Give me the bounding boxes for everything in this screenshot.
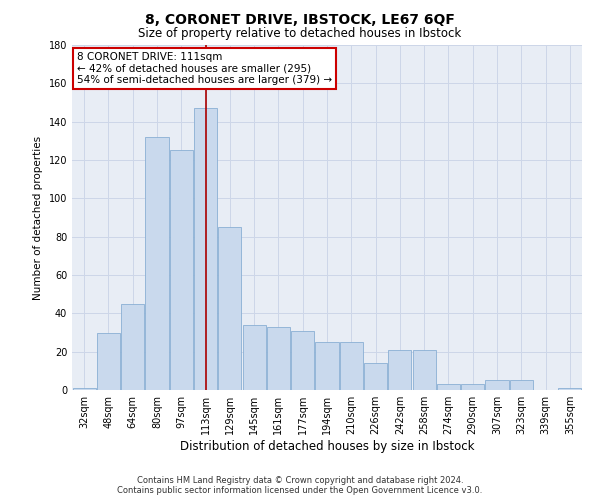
Text: 8, CORONET DRIVE, IBSTOCK, LE67 6QF: 8, CORONET DRIVE, IBSTOCK, LE67 6QF <box>145 12 455 26</box>
Bar <box>97 332 120 390</box>
Bar <box>218 227 241 390</box>
Bar <box>364 363 387 390</box>
Y-axis label: Number of detached properties: Number of detached properties <box>33 136 43 300</box>
Bar <box>291 330 314 390</box>
Bar <box>485 380 509 390</box>
Bar <box>194 108 217 390</box>
Bar <box>510 380 533 390</box>
Text: Contains HM Land Registry data © Crown copyright and database right 2024.: Contains HM Land Registry data © Crown c… <box>137 476 463 485</box>
Bar <box>170 150 193 390</box>
Bar <box>73 388 95 390</box>
Bar <box>145 137 169 390</box>
Bar <box>413 350 436 390</box>
Bar <box>388 350 412 390</box>
Text: Size of property relative to detached houses in Ibstock: Size of property relative to detached ho… <box>139 28 461 40</box>
Bar <box>121 304 144 390</box>
Text: 8 CORONET DRIVE: 111sqm
← 42% of detached houses are smaller (295)
54% of semi-d: 8 CORONET DRIVE: 111sqm ← 42% of detache… <box>77 52 332 85</box>
Bar <box>437 384 460 390</box>
X-axis label: Distribution of detached houses by size in Ibstock: Distribution of detached houses by size … <box>180 440 474 453</box>
Text: Contains public sector information licensed under the Open Government Licence v3: Contains public sector information licen… <box>118 486 482 495</box>
Bar <box>242 325 266 390</box>
Bar <box>316 342 338 390</box>
Bar <box>267 327 290 390</box>
Bar <box>461 384 484 390</box>
Bar <box>340 342 363 390</box>
Bar <box>559 388 581 390</box>
